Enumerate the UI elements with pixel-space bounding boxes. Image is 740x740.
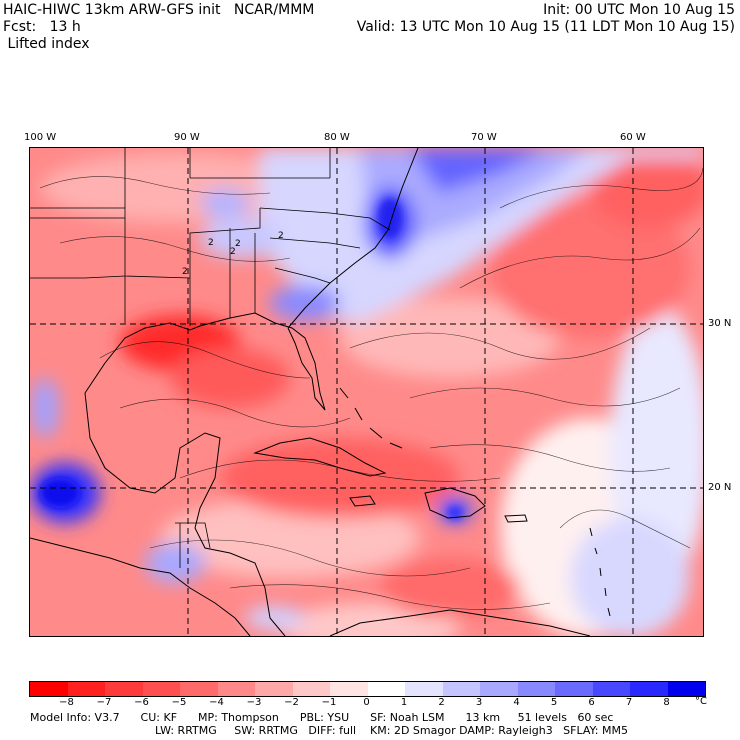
contours	[39, 167, 703, 610]
colorbar	[29, 681, 706, 697]
colorbar-swatch	[255, 682, 293, 696]
colorbar-swatch	[667, 682, 705, 696]
colorbar-tick-label: −3	[246, 697, 262, 708]
political-borders	[30, 148, 391, 568]
colorbar-tick-label: −6	[134, 697, 149, 708]
colorbar-swatch	[330, 682, 368, 696]
field-shading	[30, 148, 703, 636]
lon-label-70w: 70 W	[471, 132, 497, 143]
lon-label-60w: 60 W	[620, 132, 646, 143]
colorbar-tick-label: 3	[475, 697, 483, 708]
contour-label: 2	[278, 231, 284, 241]
colorbar-tick-label: 1	[400, 697, 408, 708]
valid-time: Valid: 13 UTC Mon 10 Aug 15 (11 LDT Mon …	[356, 19, 735, 35]
colorbar-swatch	[30, 682, 68, 696]
model-info-line1: Model Info: V3.7 CU: KF MP: Thompson PBL…	[30, 711, 614, 724]
colorbar-swatch	[367, 682, 405, 696]
contour-label: 2	[208, 238, 214, 248]
colorbar-tick-label: −8	[59, 697, 74, 708]
colorbar-swatch	[105, 682, 143, 696]
colorbar-swatch	[442, 682, 480, 696]
colorbar-swatch	[217, 682, 255, 696]
colorbar-tick-label: 8	[663, 697, 670, 708]
colorbar-tick-label: −7	[96, 697, 112, 708]
colorbar-swatch	[292, 682, 330, 696]
init-time: Init: 00 UTC Mon 10 Aug 15	[543, 2, 735, 18]
colorbar-unit: °C	[695, 696, 707, 707]
colorbar-swatch	[142, 682, 180, 696]
colorbar-swatch	[517, 682, 555, 696]
contour-label: 2	[230, 247, 236, 257]
coastlines	[30, 148, 611, 636]
colorbar-swatch	[180, 682, 218, 696]
graticule	[30, 148, 703, 636]
colorbar-swatch	[630, 682, 668, 696]
colorbar-swatch	[405, 682, 443, 696]
colorbar-tick-label: 4	[513, 697, 520, 708]
lon-label-80w: 80 W	[324, 132, 350, 143]
colorbar-tick-label: 7	[625, 697, 633, 708]
model-info-line2: LW: RRTMG SW: RRTMG DIFF: full KM: 2D Sm…	[155, 724, 628, 737]
colorbar-swatch	[67, 682, 105, 696]
colorbar-tick-label: −4	[209, 697, 224, 708]
colorbar-tick-label: 0	[363, 697, 370, 708]
colorbar-tick-label: −5	[171, 697, 187, 708]
colorbar-tick-label: −2	[284, 697, 299, 708]
colorbar-tick-label: −1	[321, 697, 337, 708]
lat-label-20n: 20 N	[708, 482, 732, 493]
colorbar-tick-label: 2	[438, 697, 445, 708]
title-line: HAIC-HIWC 13km ARW-GFS init NCAR/MMM	[3, 2, 315, 18]
colorbar-tick-label: 6	[588, 697, 595, 708]
contour-label: 2	[235, 239, 241, 249]
map-canvas: 2 2 2 2 2	[30, 148, 703, 636]
lifted-index-map: 2 2 2 2 2	[29, 147, 704, 637]
colorbar-swatch	[555, 682, 593, 696]
field-name: Lifted index	[3, 36, 90, 52]
colorbar-tick-label: 5	[550, 697, 558, 708]
colorbar-swatch	[592, 682, 630, 696]
forecast-hour: Fcst: 13 h	[3, 19, 81, 35]
contour-label: 2	[182, 267, 188, 277]
colorbar-ticks: −8 −7 −6 −5 −4 −3 −2 −1 0 1 2 3 4 5 6 7 8	[29, 697, 704, 711]
lat-label-30n: 30 N	[708, 318, 732, 329]
lon-label-100w: 100 W	[24, 132, 57, 143]
lon-label-90w: 90 W	[174, 132, 200, 143]
colorbar-swatch	[480, 682, 518, 696]
